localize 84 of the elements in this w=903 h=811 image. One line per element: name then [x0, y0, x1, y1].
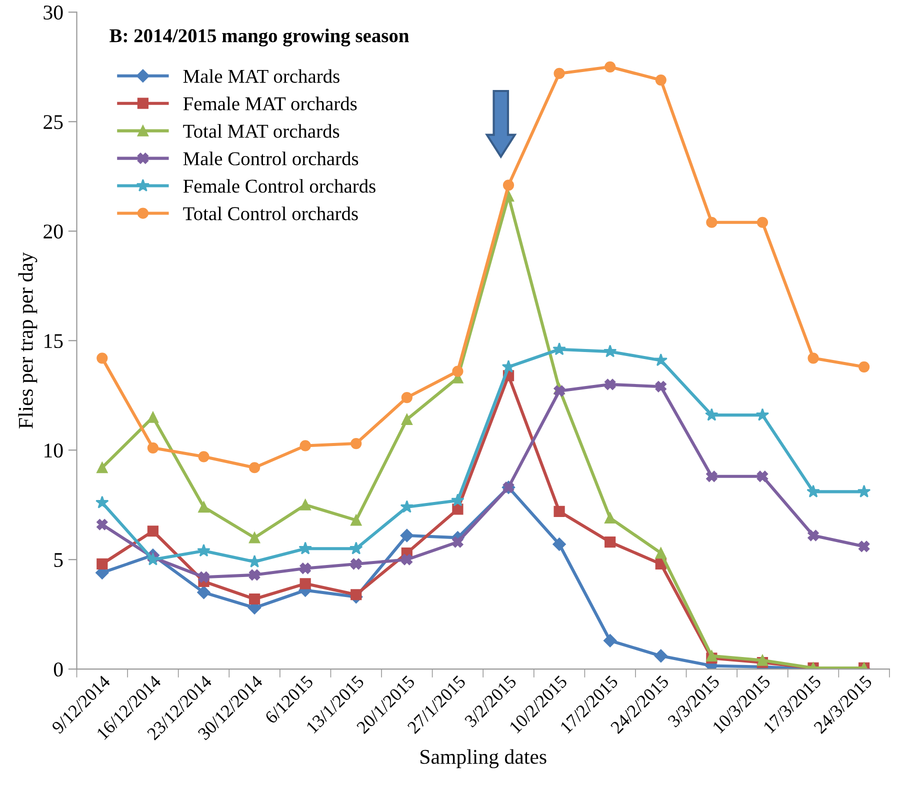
point	[857, 484, 871, 498]
point	[604, 634, 617, 648]
y-tick-label: 5	[54, 553, 63, 568]
point	[604, 378, 616, 390]
point	[655, 547, 666, 559]
point	[96, 496, 109, 508]
y-tick-label: 15	[44, 334, 63, 348]
point	[452, 366, 464, 377]
point	[96, 558, 108, 570]
legend-label: Male Control orchards	[183, 152, 358, 166]
y-axis-title: Flies per trap per day	[18, 252, 38, 429]
point	[401, 392, 412, 404]
y-tick-label: 25	[44, 115, 63, 130]
y-tick-label: 0	[54, 662, 63, 677]
x-axis-title: Sampling dates	[420, 749, 546, 768]
legend-label: Male MAT orchards	[183, 69, 340, 83]
point	[552, 342, 566, 356]
point	[756, 654, 768, 666]
point	[706, 216, 718, 228]
point	[603, 344, 617, 358]
point	[248, 462, 260, 474]
point	[300, 562, 311, 574]
point	[350, 514, 362, 526]
point	[96, 519, 108, 530]
point	[300, 499, 311, 510]
point	[808, 530, 819, 542]
point	[655, 381, 666, 392]
point	[654, 353, 668, 366]
point	[248, 593, 260, 605]
point	[756, 470, 768, 482]
point	[198, 501, 210, 513]
point	[300, 578, 311, 590]
point	[451, 494, 464, 506]
point	[96, 462, 108, 474]
point	[350, 589, 362, 600]
legend-label: Female Control orchards	[183, 179, 376, 193]
point	[858, 540, 870, 552]
point	[350, 438, 362, 450]
point	[401, 414, 412, 426]
point	[552, 538, 566, 551]
point	[808, 352, 819, 364]
point	[604, 536, 616, 548]
point	[147, 526, 158, 537]
point	[452, 504, 464, 515]
point	[400, 500, 414, 513]
point	[858, 361, 870, 372]
point	[350, 558, 362, 570]
point	[604, 61, 616, 72]
point	[96, 352, 108, 364]
point	[147, 412, 158, 423]
point	[349, 542, 363, 554]
point	[554, 506, 565, 517]
point	[756, 408, 770, 421]
point	[705, 408, 718, 421]
y-tick-label: 10	[44, 443, 63, 458]
point	[147, 442, 158, 454]
point	[198, 572, 210, 583]
legend-label: Total Control orchards	[183, 206, 358, 220]
point	[706, 470, 718, 482]
text: B: 2014/2015 mango growing season	[110, 28, 409, 46]
point	[198, 451, 210, 462]
point	[706, 650, 718, 662]
point	[554, 385, 565, 397]
point	[298, 542, 312, 554]
point	[502, 360, 516, 373]
legend-label: Female MAT orchards	[183, 96, 357, 110]
point	[655, 74, 666, 86]
y-tick-label: 20	[44, 224, 63, 239]
point	[604, 512, 616, 524]
point	[300, 440, 311, 452]
point	[806, 484, 820, 498]
point	[197, 586, 210, 600]
point	[554, 68, 565, 80]
point	[401, 554, 412, 566]
point	[502, 180, 514, 191]
point	[248, 569, 260, 580]
point	[756, 216, 768, 228]
point	[452, 536, 464, 548]
point	[197, 544, 210, 557]
point	[400, 528, 414, 542]
point	[248, 532, 260, 544]
point	[654, 649, 668, 663]
legend-label: Total MAT orchards	[183, 124, 340, 138]
y-tick-label: 30	[44, 6, 63, 20]
